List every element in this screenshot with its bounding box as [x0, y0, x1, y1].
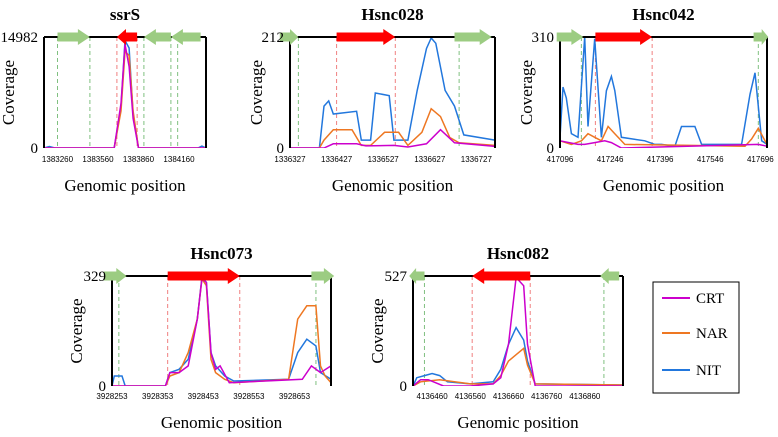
legend-box [652, 281, 740, 394]
x-tick-label: 417546 [697, 155, 724, 164]
red-gene-arrow-1 [167, 268, 240, 284]
series-crt-line [290, 128, 496, 148]
x-tick-label: 3928553 [233, 392, 265, 401]
y-axis-label: Coverage [368, 298, 387, 363]
series-nit-line [559, 36, 768, 148]
legend-label-nit: NIT [696, 363, 721, 379]
x-tick-label: 4136660 [493, 392, 525, 401]
panel-title: Hsnc028 [361, 5, 423, 24]
x-tick-label: 4136460 [417, 392, 449, 401]
red-gene-arrow-1 [116, 29, 138, 45]
panel-title: ssrS [110, 5, 140, 24]
y-min-label: 0 [400, 379, 408, 395]
green-gene-arrow-0 [409, 268, 425, 284]
panel-title: Hsnc042 [632, 5, 694, 24]
panel-Hsnc073: Hsnc073 329 0 Coverage 3928253 3928353 3928453… [67, 244, 335, 432]
x-axis-label: Genomic position [457, 413, 579, 432]
x-tick-label: 4136560 [455, 392, 487, 401]
y-axis-label: Coverage [0, 60, 18, 125]
x-tick-label: 3928253 [96, 392, 128, 401]
x-tick-label: 1336627 [414, 155, 446, 164]
y-min-label: 0 [31, 141, 39, 157]
legend-label-crt: CRT [696, 291, 724, 307]
x-tick-label: 1336427 [321, 155, 353, 164]
green-gene-arrow-3 [170, 29, 201, 45]
green-gene-arrow-2 [753, 29, 769, 45]
x-tick-label: 1336727 [461, 155, 493, 164]
series-nit-line [290, 36, 496, 148]
series-crt-line [559, 140, 768, 148]
series-nar-line [290, 107, 496, 148]
y-axis-label: Coverage [67, 298, 86, 363]
x-tick-label: 1383860 [123, 155, 155, 164]
y-max-label: 310 [532, 30, 555, 46]
series-crt-line [44, 44, 206, 148]
y-max-label: 14982 [1, 30, 39, 46]
red-gene-arrow-1 [336, 29, 396, 45]
green-gene-arrow-0 [57, 29, 90, 45]
y-axis-label: Coverage [247, 60, 266, 125]
x-tick-label: 1384160 [163, 155, 195, 164]
red-gene-arrow-1 [472, 268, 531, 284]
green-gene-arrow-0 [556, 29, 584, 45]
legend-label-nar: NAR [696, 326, 728, 342]
x-tick-label: 1336327 [274, 155, 306, 164]
x-tick-label: 4136760 [531, 392, 563, 401]
series-crt-line [112, 277, 332, 386]
green-gene-arrow-0 [103, 268, 127, 284]
green-gene-arrow-0 [279, 29, 299, 45]
series-nar-line [559, 125, 768, 147]
x-tick-label: 4136860 [569, 392, 601, 401]
series-nar-line [44, 50, 206, 148]
y-min-label: 0 [277, 141, 285, 157]
panel-Hsnc042: Hsnc042 310 0 Coverage 417096 417246 417396 417… [517, 5, 774, 195]
green-gene-arrow-2 [600, 268, 620, 284]
green-gene-arrow-2 [311, 268, 335, 284]
panel-Hsnc028: Hsnc028 212 0 Coverage 1336327 1336427 1336527… [247, 5, 496, 195]
x-tick-label: 3928453 [188, 392, 220, 401]
x-axis-label: Genomic position [64, 176, 186, 195]
red-gene-arrow-1 [595, 29, 653, 45]
series-nit-line [412, 325, 624, 386]
green-gene-arrow-2 [454, 29, 492, 45]
green-gene-arrow-2 [143, 29, 171, 45]
x-tick-label: 417696 [747, 155, 774, 164]
x-axis-label: Genomic position [332, 176, 454, 195]
x-tick-label: 1383560 [82, 155, 114, 164]
x-tick-label: 417246 [597, 155, 624, 164]
y-max-label: 329 [84, 269, 107, 285]
y-axis-label: Coverage [517, 60, 536, 125]
y-min-label: 0 [99, 379, 107, 395]
y-min-label: 0 [547, 141, 555, 157]
legend: CRT NAR NIT [652, 281, 740, 394]
panel-ssrS: ssrS 14982 0 Coverage 1383260 1383560 1383860 1… [0, 5, 207, 195]
y-max-label: 527 [385, 269, 408, 285]
x-tick-label: 1336527 [368, 155, 400, 164]
panel-title: Hsnc073 [190, 244, 252, 263]
x-tick-label: 417396 [647, 155, 674, 164]
x-tick-label: 3928653 [279, 392, 311, 401]
x-tick-label: 1383260 [42, 155, 74, 164]
series-crt-line [412, 275, 623, 386]
series-nar-line [412, 347, 624, 386]
x-tick-label: 3928353 [142, 392, 174, 401]
x-axis-label: Genomic position [161, 413, 283, 432]
x-tick-label: 417096 [547, 155, 574, 164]
x-axis-label: Genomic position [603, 176, 725, 195]
panel-title: Hsnc082 [487, 244, 549, 263]
y-max-label: 212 [262, 30, 285, 46]
panel-Hsnc082: Hsnc082 527 0 Coverage 4136460 4136560 4136660… [368, 244, 624, 432]
